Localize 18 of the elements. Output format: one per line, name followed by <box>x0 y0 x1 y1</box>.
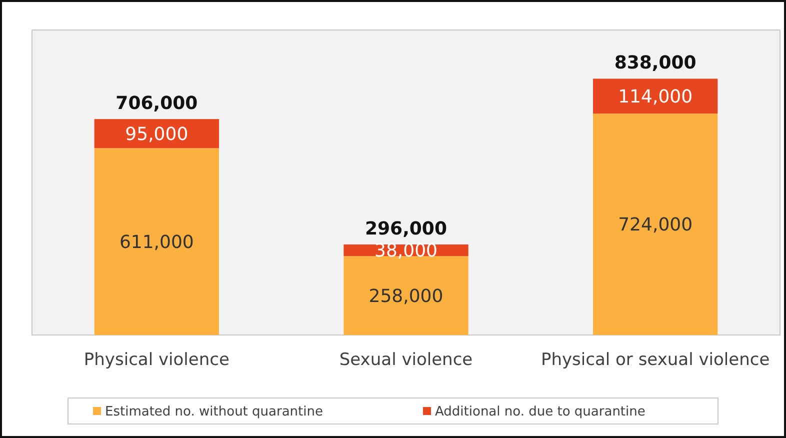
data-label: 114,000 <box>618 86 693 108</box>
data-label: 95,000 <box>125 124 188 145</box>
x-tick-label: Physical violence <box>84 350 230 370</box>
total-label: 838,000 <box>614 52 696 74</box>
legend-label: Additional no. due to quarantine <box>435 404 646 420</box>
data-label: 724,000 <box>618 214 693 236</box>
bar <box>94 148 219 335</box>
bar <box>593 114 718 335</box>
total-label: 296,000 <box>365 218 447 240</box>
data-label: 38,000 <box>374 240 438 262</box>
total-label: 706,000 <box>116 93 198 114</box>
legend-label: Estimated no. without quarantine <box>105 404 323 420</box>
data-label: 611,000 <box>119 232 194 253</box>
bar <box>94 119 219 148</box>
data-label: 258,000 <box>368 286 444 307</box>
x-tick-label: Sexual violence <box>339 350 473 370</box>
x-tick-label: Physical or sexual violence <box>540 350 770 370</box>
bar <box>593 78 718 114</box>
